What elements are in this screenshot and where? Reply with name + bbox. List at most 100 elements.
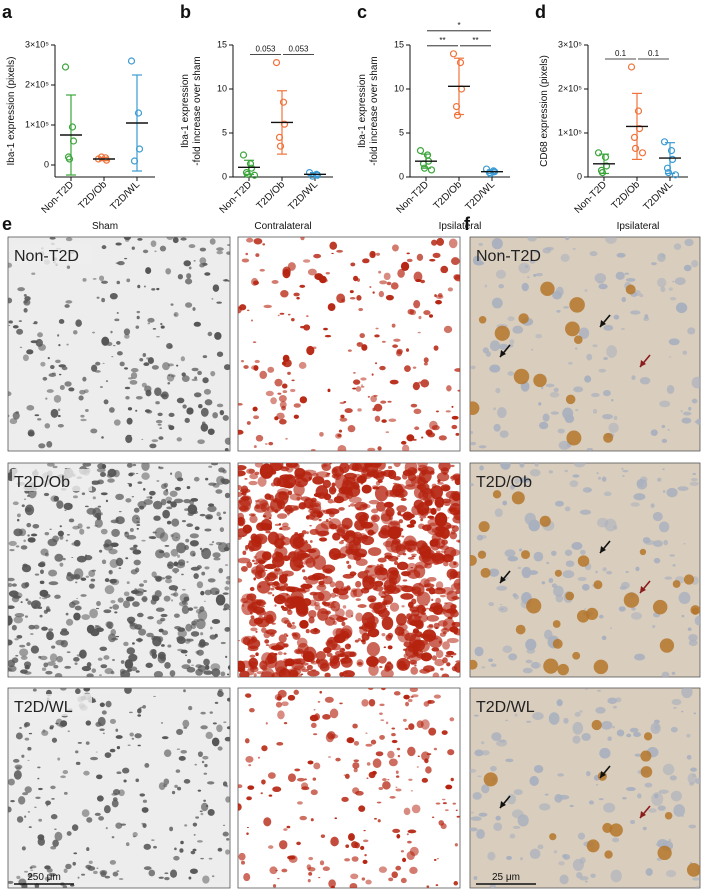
- cell: [256, 581, 271, 594]
- stained-cell: [470, 555, 477, 566]
- cell: [377, 567, 386, 573]
- cell: [250, 319, 254, 322]
- cell: [433, 345, 439, 351]
- cell: [435, 884, 439, 887]
- cell: [612, 725, 615, 729]
- cell: [328, 486, 337, 495]
- cell: [495, 387, 501, 394]
- cell: [134, 588, 137, 590]
- cell: [350, 614, 354, 618]
- cell: [426, 522, 440, 535]
- cell: [200, 725, 208, 730]
- cell: [130, 666, 138, 672]
- cell: [565, 560, 575, 567]
- cell: [38, 818, 43, 822]
- cell: [385, 537, 399, 553]
- cell: [126, 278, 131, 283]
- cell: [110, 600, 116, 604]
- cell: [178, 601, 189, 607]
- cell: [215, 594, 226, 606]
- cell: [247, 785, 255, 790]
- cell: [26, 495, 30, 497]
- cell: [557, 428, 565, 434]
- cell: [293, 483, 305, 496]
- cell: [39, 614, 43, 618]
- image-texture: [8, 237, 230, 451]
- cell: [670, 726, 678, 733]
- cell: [371, 531, 376, 535]
- cell: [114, 611, 118, 614]
- cell: [379, 712, 383, 715]
- cell: [355, 580, 362, 588]
- cell: [435, 597, 441, 604]
- cell: [373, 585, 376, 587]
- cell: [46, 608, 51, 612]
- cell: [13, 616, 23, 624]
- cell: [238, 784, 243, 789]
- cell: [271, 622, 276, 625]
- cell: [686, 733, 691, 738]
- cell: [341, 796, 349, 802]
- cell: [454, 478, 460, 486]
- cell: [84, 505, 89, 508]
- cell: [257, 756, 261, 759]
- cell: [562, 570, 575, 579]
- cell: [225, 796, 230, 803]
- cell: [677, 486, 689, 491]
- cell: [310, 448, 316, 451]
- cell: [299, 619, 309, 629]
- cell: [85, 554, 88, 557]
- data-point: [61, 63, 70, 71]
- cell: [158, 782, 166, 790]
- cell: [420, 436, 424, 439]
- cell: [77, 876, 80, 879]
- cell: [135, 567, 140, 573]
- cell: [305, 540, 308, 543]
- cell: [586, 447, 594, 451]
- image-label: T2D/Ob: [14, 474, 70, 491]
- cell: [8, 590, 19, 598]
- cell: [349, 503, 356, 507]
- cell: [287, 668, 302, 676]
- cell: [79, 649, 87, 659]
- cell: [174, 313, 177, 316]
- cell: [259, 268, 265, 272]
- cell: [653, 719, 660, 724]
- cell: [446, 385, 452, 392]
- cell: [445, 559, 448, 563]
- cell: [298, 361, 307, 369]
- cell: [360, 377, 367, 381]
- cell: [653, 557, 661, 564]
- cell: [92, 507, 102, 518]
- cell: [609, 627, 613, 630]
- cell: [433, 858, 437, 861]
- cell: [560, 253, 570, 262]
- cell: [211, 875, 215, 878]
- stained-cell: [585, 607, 599, 621]
- cell: [209, 238, 216, 245]
- cell: [253, 238, 263, 245]
- cell: [238, 852, 246, 861]
- cell: [203, 600, 206, 602]
- cell: [105, 700, 112, 708]
- cell: [26, 349, 34, 355]
- cell: [30, 633, 34, 635]
- arrow-head: [640, 360, 646, 367]
- cell: [101, 559, 107, 565]
- cell: [637, 793, 642, 799]
- cell: [337, 445, 347, 451]
- cell: [510, 484, 515, 490]
- cell: [352, 787, 360, 795]
- cell: [108, 407, 115, 413]
- cell: [225, 655, 228, 659]
- cell: [454, 843, 458, 847]
- cell: [365, 743, 373, 747]
- cell: [182, 719, 190, 728]
- cell: [404, 727, 409, 731]
- cell: [358, 514, 368, 526]
- cell: [104, 752, 112, 758]
- cell: [330, 551, 335, 555]
- cell: [119, 668, 126, 675]
- cell: [59, 535, 64, 540]
- arrow-head: [640, 811, 646, 818]
